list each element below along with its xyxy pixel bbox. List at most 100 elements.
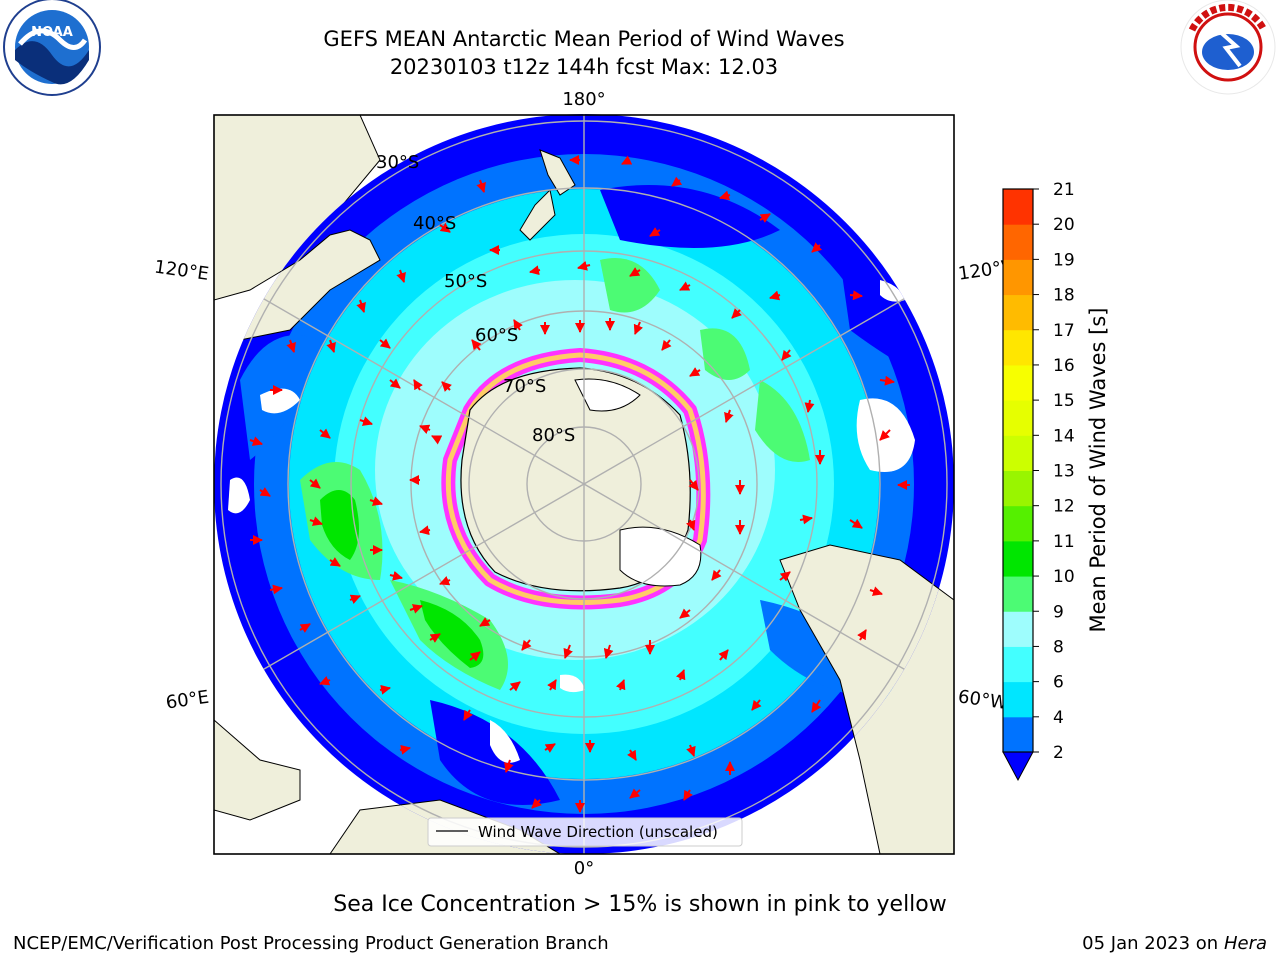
- wind-arrow: [299, 623, 311, 633]
- colorbar: 2 4 6 8 9 10 11 12 13 14 15 16 17 18 19 20 21 Mean Perio…: [1002, 180, 1110, 782]
- colorbar-under-arrow: [1002, 751, 1034, 782]
- wind-arrow: [504, 759, 514, 773]
- lon-label-60w: 60°W: [957, 686, 1009, 714]
- wind-arrow: [479, 617, 491, 627]
- wind-arrow: [419, 424, 431, 434]
- chart-title-line1: GEFS MEAN Antarctic Mean Period of Wind …: [323, 27, 845, 51]
- wind-arrow: [633, 321, 644, 335]
- wind-arrow: [879, 375, 895, 386]
- wind-arrow: [429, 633, 441, 643]
- colorbar-band: [1003, 259, 1033, 296]
- noaa-logo-text: NOAA: [31, 25, 73, 40]
- lat-label-50s: 50°S: [444, 271, 487, 292]
- wind-arrow: [269, 584, 283, 595]
- wind-arrow: [439, 576, 451, 586]
- colorbar-band: [1003, 435, 1033, 471]
- wind-arrow: [531, 798, 542, 809]
- wind-arrow: [731, 308, 742, 319]
- wind-arrow: [544, 743, 556, 753]
- colorbar-tick-label: 18: [1053, 286, 1075, 306]
- lat-label-70s: 70°S: [503, 376, 546, 397]
- colorbar-tick-label: 17: [1053, 321, 1075, 341]
- wind-arrow: [649, 227, 661, 237]
- wind-arrow: [349, 594, 361, 604]
- wind-arrow: [286, 339, 296, 353]
- wind-arrow: [759, 213, 771, 223]
- wind-arrow: [719, 190, 731, 201]
- wind-arrow: [857, 629, 867, 641]
- wind-arrow: [389, 570, 403, 581]
- colorbar-tick-label: 9: [1053, 602, 1064, 622]
- wind-arrow: [679, 281, 691, 291]
- colorbar-band: [1003, 611, 1033, 647]
- wind-arrow: [811, 242, 823, 253]
- wind-arrow: [671, 176, 683, 187]
- lat-label-60s: 60°S: [475, 325, 518, 346]
- wind-direction-arrows: [249, 155, 910, 813]
- wind-arrow: [621, 155, 633, 165]
- wind-arrow: [326, 339, 336, 353]
- colorbar-tick-label: 14: [1053, 426, 1075, 446]
- wind-arrow: [309, 516, 323, 526]
- wind-arrow: [661, 339, 672, 351]
- colorbar-band: [1003, 716, 1033, 753]
- wind-arrow: [718, 649, 729, 661]
- colorbar-band: [1003, 224, 1033, 260]
- colorbar-band: [1003, 681, 1033, 718]
- wind-arrow: [513, 319, 523, 331]
- wind-arrow: [547, 679, 557, 691]
- wind-arrow: [259, 487, 271, 497]
- wind-arrow: [419, 525, 431, 536]
- lon-label-120e: 120°E: [153, 257, 210, 285]
- colorbar-tick-label: 20: [1053, 215, 1075, 235]
- wind-arrow: [627, 749, 637, 761]
- wind-arrow: [679, 608, 691, 619]
- footer-left: NCEP/EMC/Verification Post Processing Pr…: [13, 933, 609, 954]
- lon-label-60e: 60°E: [165, 687, 211, 714]
- wind-arrow: [469, 651, 481, 662]
- wind-arrow: [577, 260, 591, 271]
- wind-arrow: [409, 604, 423, 614]
- wind-arrow: [629, 267, 641, 277]
- colorbar-band: [1003, 540, 1033, 577]
- colorbar-band: [1003, 576, 1033, 612]
- colorbar-tick-label: 12: [1053, 497, 1075, 517]
- colorbar-tick-label: 6: [1053, 673, 1064, 693]
- lon-label-0: 0°: [574, 858, 594, 879]
- wind-arrow: [356, 299, 366, 313]
- colorbar-band: [1003, 646, 1033, 683]
- footer-host: Hera: [1223, 933, 1267, 954]
- wind-arrow: [711, 569, 722, 581]
- wind-arrow: [688, 479, 699, 491]
- wind-arrow: [849, 290, 863, 301]
- wind-arrow: [463, 709, 473, 721]
- wind-arrow: [379, 684, 391, 695]
- colorbar-tick-label: 15: [1053, 391, 1075, 411]
- colorbar-band: [1003, 364, 1033, 401]
- colorbar-tick-label: 13: [1053, 462, 1075, 482]
- footer-date: 05 Jan 2023 on: [1082, 933, 1224, 954]
- wind-arrow: [603, 644, 614, 659]
- colorbar-band: [1003, 189, 1033, 225]
- wind-arrow: [811, 699, 822, 713]
- map-border: [213, 114, 955, 855]
- colorbar-tick-label: 21: [1053, 180, 1075, 200]
- wind-arrow: [439, 222, 451, 233]
- colorbar-band: [1003, 400, 1033, 436]
- wind-arrow: [879, 429, 891, 441]
- wind-arrow: [396, 269, 406, 283]
- sea-ice-note: Sea Ice Concentration > 15% is shown in …: [333, 892, 947, 917]
- lat-label-80s: 80°S: [532, 425, 575, 446]
- wind-arrow: [521, 639, 532, 651]
- wind-arrow: [389, 378, 401, 389]
- colorbar-bands: [1003, 189, 1033, 753]
- nws-logo: [1180, 0, 1276, 95]
- colorbar-band: [1003, 505, 1033, 542]
- wind-arrow: [309, 478, 321, 489]
- wind-arrow: [319, 428, 331, 439]
- wind-arrow: [689, 367, 701, 377]
- graticule: [214, 114, 954, 854]
- wind-arrow: [329, 557, 341, 567]
- wind-arrow: [676, 669, 686, 681]
